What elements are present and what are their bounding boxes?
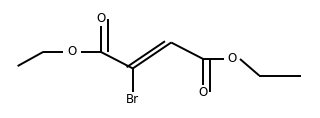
Text: Br: Br (126, 93, 140, 106)
Text: O: O (96, 12, 105, 25)
Text: O: O (199, 86, 208, 99)
Text: O: O (228, 53, 236, 65)
Text: O: O (68, 45, 76, 58)
